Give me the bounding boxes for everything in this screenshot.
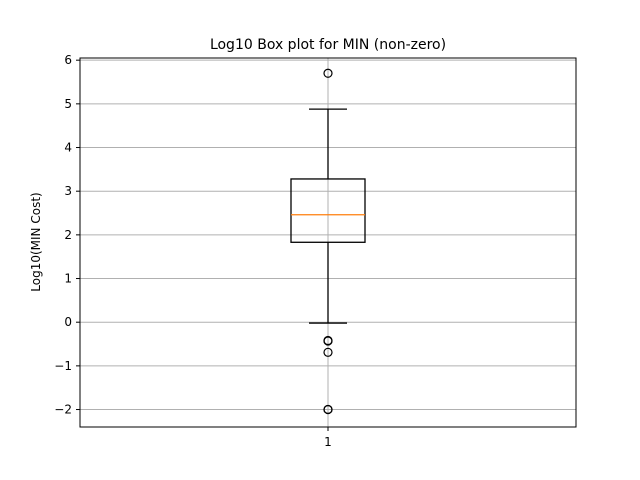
y-axis-label: Log10(MIN Cost) xyxy=(29,192,43,291)
chart-title: Log10 Box plot for MIN (non-zero) xyxy=(210,37,446,53)
outlier-point xyxy=(323,347,333,357)
outlier-point xyxy=(323,336,333,346)
outlier-point xyxy=(323,404,333,415)
y-tick-label: −2 xyxy=(54,403,72,417)
grid-layer xyxy=(80,58,576,427)
box-layer xyxy=(290,68,366,415)
outlier-point xyxy=(323,68,333,78)
iqr-box xyxy=(290,178,366,243)
y-tick-label: 4 xyxy=(64,141,72,155)
y-tick-label: 3 xyxy=(64,184,72,198)
y-tick-label: 0 xyxy=(64,315,72,329)
y-tick-label: 5 xyxy=(64,97,72,111)
y-tick-label: −1 xyxy=(54,359,72,373)
tick-layer: −2 −1 0 1 2 3 4 5 6 1 xyxy=(54,53,332,449)
y-tick-label: 1 xyxy=(64,272,72,286)
y-tick-label: 6 xyxy=(64,53,72,67)
y-tick-label: 2 xyxy=(64,228,72,242)
x-tick-label: 1 xyxy=(324,435,332,449)
